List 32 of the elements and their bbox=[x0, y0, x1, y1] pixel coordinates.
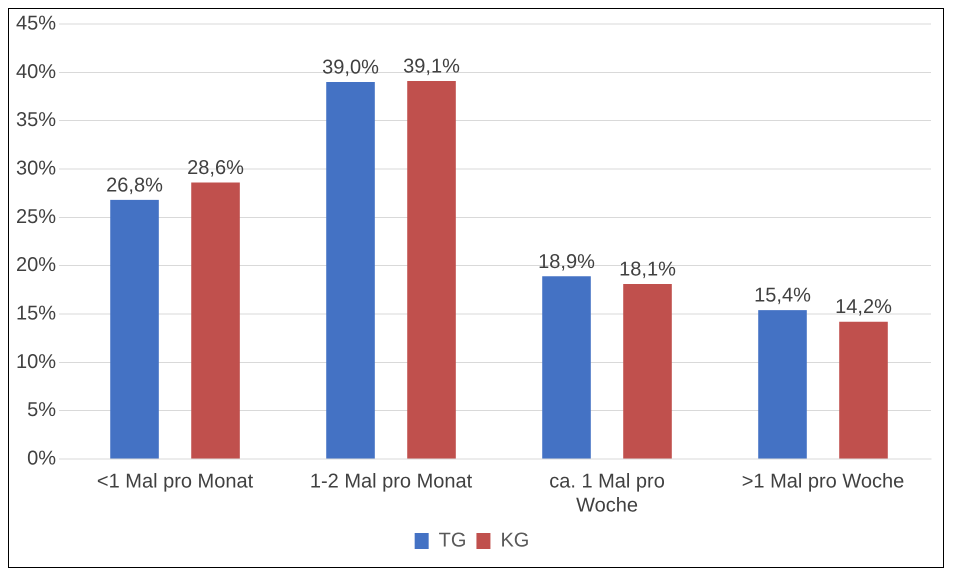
bar bbox=[623, 284, 672, 458]
bar bbox=[839, 322, 888, 458]
y-tick-label: 25% bbox=[16, 206, 56, 228]
y-tick-label: 15% bbox=[16, 302, 56, 325]
data-label: 39,0% bbox=[322, 56, 380, 79]
bar bbox=[542, 276, 591, 458]
y-tick-label: 5% bbox=[27, 399, 56, 422]
bar bbox=[326, 82, 375, 458]
y-tick-label: 35% bbox=[16, 109, 56, 132]
x-tick-label: 1-2 Mal pro Monat bbox=[310, 470, 473, 493]
y-tick-label: 30% bbox=[16, 158, 56, 180]
data-label: 28,6% bbox=[187, 157, 244, 180]
bar bbox=[407, 81, 456, 458]
data-label: 18,1% bbox=[619, 258, 676, 281]
x-tick-label: ca. 1 Mal pro Woche bbox=[549, 470, 665, 517]
y-tick-label: 20% bbox=[16, 254, 56, 276]
bar bbox=[110, 200, 159, 458]
legend-label: TG bbox=[438, 530, 466, 552]
y-tick-label: 10% bbox=[16, 350, 56, 373]
data-label: 39,1% bbox=[403, 56, 460, 78]
bar bbox=[758, 310, 807, 458]
x-tick-label: <1 Mal pro Monat bbox=[96, 470, 254, 493]
y-tick-label: 0% bbox=[27, 448, 56, 470]
y-tick-label: 45% bbox=[16, 12, 56, 35]
data-label: 18,9% bbox=[538, 250, 596, 273]
data-label: 15,4% bbox=[754, 284, 812, 307]
data-label: 26,8% bbox=[106, 174, 164, 196]
data-label: 14,2% bbox=[835, 296, 892, 318]
legend-label: KG bbox=[500, 530, 530, 552]
bar bbox=[191, 182, 240, 458]
x-tick-label: >1 Mal pro Woche bbox=[742, 470, 904, 493]
y-tick-label: 40% bbox=[16, 60, 56, 83]
